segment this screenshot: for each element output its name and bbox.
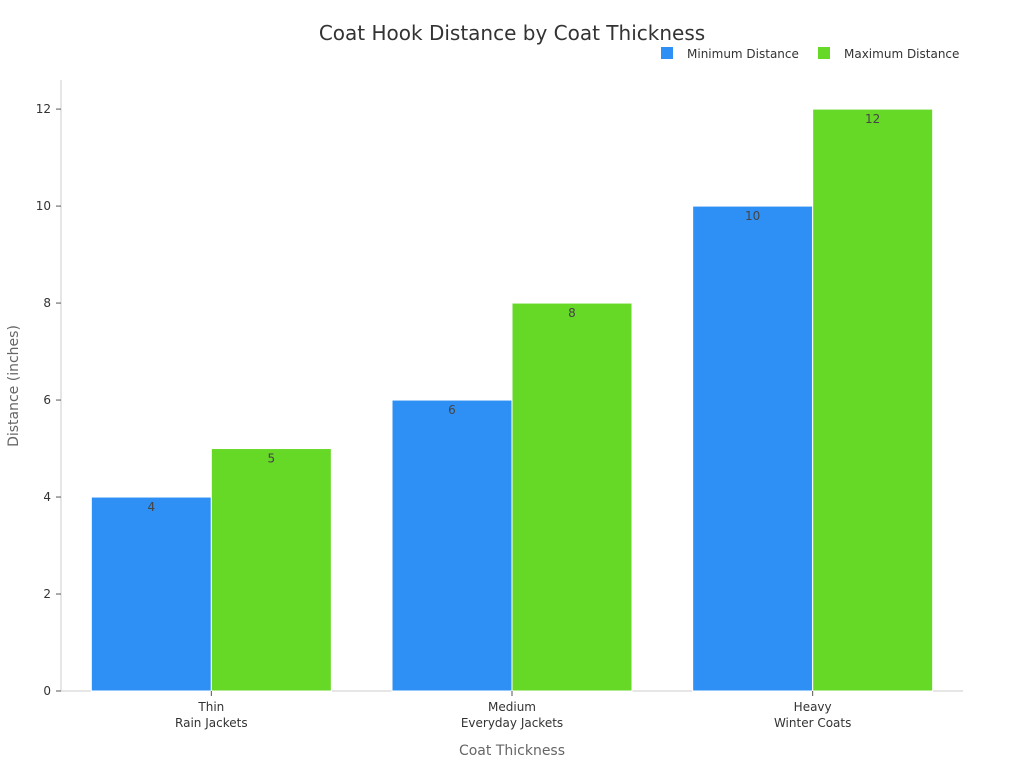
legend-swatch	[818, 47, 830, 59]
y-tick-label: 8	[43, 296, 51, 310]
y-tick-label: 12	[36, 102, 51, 116]
bar	[210, 448, 332, 692]
x-tick-label-line: Thin	[197, 700, 224, 714]
legend: Minimum Distance Maximum Distance	[661, 47, 959, 61]
x-tick-label-line: Rain Jackets	[175, 716, 248, 730]
data-label: 6	[448, 403, 456, 417]
y-tick-label: 2	[43, 587, 51, 601]
data-label: 10	[745, 209, 760, 223]
legend-label: Maximum Distance	[844, 47, 959, 61]
bar	[812, 108, 934, 692]
y-tick-label: 6	[43, 393, 51, 407]
bar	[511, 302, 633, 692]
x-tick-label-line: Winter Coats	[774, 716, 851, 730]
data-label: 5	[268, 452, 276, 466]
chart-title: Coat Hook Distance by Coat Thickness	[319, 21, 705, 45]
data-label: 8	[568, 306, 576, 320]
data-label: 4	[148, 500, 156, 514]
data-label: 12	[865, 112, 880, 126]
bar	[90, 496, 212, 692]
y-axis-title: Distance (inches)	[6, 325, 22, 447]
bar	[391, 399, 513, 692]
legend-label: Minimum Distance	[687, 47, 799, 61]
x-tick-label-line: Heavy	[794, 700, 832, 714]
x-axis-title: Coat Thickness	[459, 743, 565, 759]
legend-swatch	[661, 47, 673, 59]
x-tick-label: Medium Everyday Jackets	[461, 700, 563, 730]
x-tick-label: Thin Rain Jackets	[175, 700, 248, 730]
plot-area: 0 2 4 6 8 10 12 4 5 Thin Rain Jackets 6 8 Medium Every…	[36, 80, 963, 730]
y-tick-label: 10	[36, 199, 51, 213]
x-tick-label-line: Medium	[488, 700, 536, 714]
y-tick-label: 4	[43, 490, 51, 504]
y-tick-label: 0	[43, 684, 51, 698]
bar	[692, 205, 814, 692]
x-tick-label-line: Everyday Jackets	[461, 716, 563, 730]
x-tick-label: Heavy Winter Coats	[774, 700, 851, 730]
